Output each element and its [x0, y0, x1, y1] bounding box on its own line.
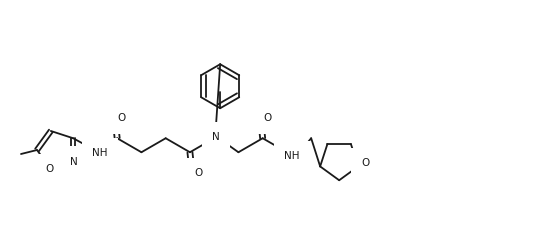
Text: NH: NH	[284, 151, 300, 161]
Text: NH: NH	[93, 148, 108, 158]
Text: N: N	[70, 157, 78, 167]
Text: O: O	[46, 164, 54, 174]
Text: O: O	[117, 113, 125, 123]
Text: O: O	[195, 168, 203, 178]
Text: O: O	[264, 113, 272, 123]
Text: N: N	[213, 132, 220, 142]
Text: O: O	[361, 158, 369, 169]
